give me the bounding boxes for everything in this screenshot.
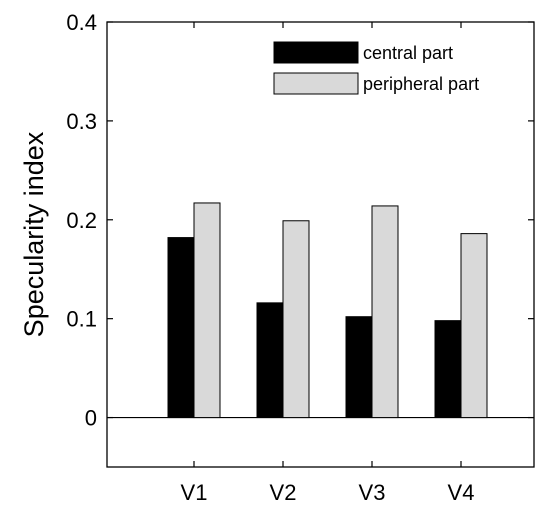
y-tick-label: 0.4 bbox=[66, 10, 97, 35]
bar-central-v4 bbox=[434, 320, 462, 419]
bar-peripheral-v4 bbox=[460, 233, 488, 419]
bar-peripheral-v2 bbox=[282, 220, 310, 419]
bar-peripheral-v3 bbox=[371, 205, 399, 419]
x-tick-label: V2 bbox=[270, 480, 297, 505]
legend-label-central: central part bbox=[363, 43, 453, 63]
bar-central-v3 bbox=[345, 316, 373, 419]
bar-central-v1 bbox=[167, 237, 195, 419]
y-tick-label: 0.3 bbox=[66, 109, 97, 134]
x-tick-label: V3 bbox=[359, 480, 386, 505]
y-tick-label: 0.1 bbox=[66, 307, 97, 332]
x-tick-label: V4 bbox=[448, 480, 475, 505]
bar-peripheral-v1 bbox=[193, 202, 221, 419]
x-tick-label: V1 bbox=[181, 480, 208, 505]
legend-swatch-peripheral bbox=[273, 72, 359, 95]
bar-central-v2 bbox=[256, 302, 284, 419]
legend-label-peripheral: peripheral part bbox=[363, 74, 479, 94]
legend-swatch-central bbox=[273, 41, 359, 64]
plot-frame bbox=[106, 21, 535, 468]
y-tick-label: 0 bbox=[85, 406, 97, 431]
y-tick-label: 0.2 bbox=[66, 208, 97, 233]
y-axis-label: Specularity index bbox=[19, 131, 49, 337]
